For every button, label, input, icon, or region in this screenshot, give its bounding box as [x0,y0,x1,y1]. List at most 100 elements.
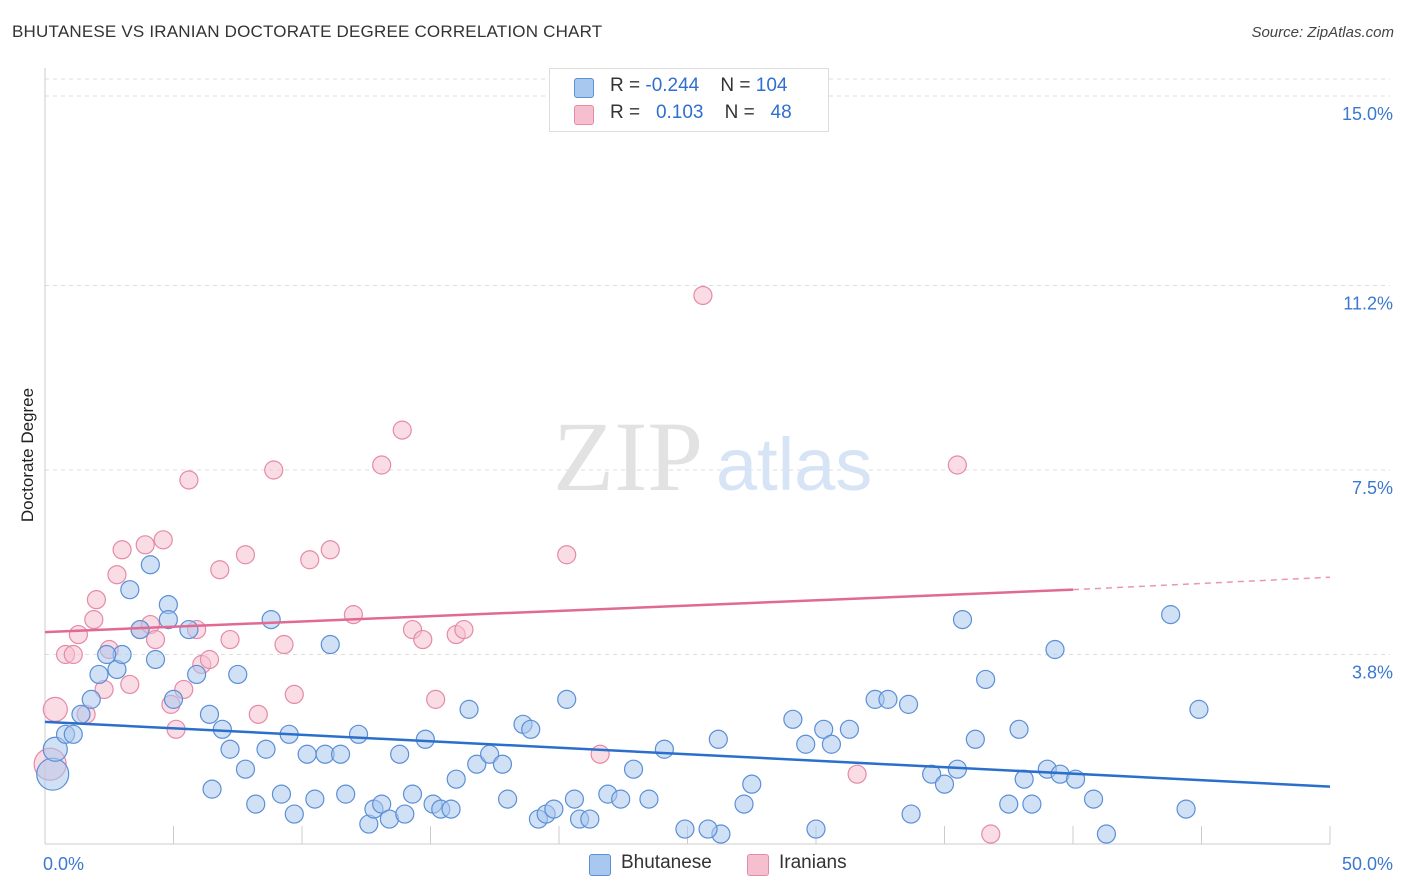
data-point [271,784,292,804]
r-value: 0.103 [655,102,704,123]
data-point [390,744,410,764]
data-point [112,540,132,560]
data-point [395,804,415,824]
data-point [135,535,155,555]
data-point [1161,605,1181,625]
n-value: 48 [770,102,792,123]
x-tick-label: 50.0% [1342,854,1393,874]
iranians-trend-line [44,588,1074,634]
data-point [1009,719,1029,739]
iranians-trend-extension [1072,576,1331,591]
y-tick-label: 15.0% [1342,104,1393,124]
data-point [68,624,89,645]
data-point [878,689,898,709]
data-point [492,754,513,774]
data-point [847,764,867,784]
data-point [210,560,230,580]
bhutanese-legend-swatch [589,854,611,876]
data-point [300,550,320,570]
data-point [1022,794,1042,814]
data-point [199,704,220,724]
data-point [81,689,101,709]
data-point [454,619,474,640]
data-point [372,455,392,475]
n-value: 104 [755,75,788,96]
trend-lines [44,576,1331,788]
bhutanese-trend-line [44,720,1331,788]
data-point [965,729,985,749]
data-point [158,609,178,630]
data-point [611,789,631,809]
iranians-legend-swatch [747,854,769,876]
data-point [86,590,107,610]
data-point [248,704,268,724]
data-point [521,719,541,739]
data-point [392,420,412,440]
data-point [284,684,304,705]
data-point [256,739,276,759]
data-point [305,789,325,809]
data-point [426,689,446,709]
data-point [330,744,351,764]
data-point [235,759,256,779]
data-point [976,669,996,690]
data-point [320,634,340,655]
data-point [372,794,392,814]
data-point [564,789,585,809]
data-point [348,724,369,744]
data-point [999,794,1019,814]
data-point [814,719,834,739]
data-point [1096,824,1117,844]
r-value: -0.244 [645,75,700,96]
data-point [557,689,577,709]
data-point [320,540,340,560]
data-point [199,649,220,670]
data-point [343,605,363,625]
data-point [839,719,860,739]
data-point [63,644,83,665]
y-tick-label: 11.2% [1343,293,1393,313]
correlation-legend: R = -0.244 N = 104 R = 0.103 N = 48 [549,68,829,132]
data-point [901,804,921,824]
data-point [202,779,222,799]
data-point [796,734,816,754]
data-point [153,530,173,550]
data-point [1014,769,1034,789]
data-point [821,734,842,754]
iranians-legend-label: Iranians [779,852,847,873]
data-point [783,709,803,729]
data-point [1045,639,1065,660]
data-point [220,629,240,650]
watermark: ZIP atlas [553,401,872,512]
data-point [698,819,718,839]
data-point [544,799,564,819]
data-point [675,819,695,839]
data-point [654,739,674,759]
y-tick-label: 7.5% [1352,478,1393,498]
y-tick-label: 3.8% [1352,663,1393,683]
bhutanese-legend-label: Bhutanese [621,852,712,873]
data-point [228,664,248,685]
data-point [179,470,199,490]
legend-text-bhutanese: R = -0.244 N = 104 [610,75,787,97]
data-point [590,744,610,764]
data-point [261,609,281,630]
data-point [922,764,942,784]
data-point [580,809,600,829]
data-point [145,649,166,670]
chart-source: Source: ZipAtlas.com [1251,24,1394,41]
data-point [441,799,461,819]
data-point [220,739,240,759]
data-point [297,744,317,764]
bhutanese-points [36,555,1209,844]
data-point [274,634,294,655]
data-point [413,629,433,650]
data-point [639,789,659,809]
data-point [235,545,256,565]
data-point [63,724,83,744]
data-point [498,789,518,809]
data-point [336,784,356,804]
data-point [145,629,166,650]
n-label: N = [724,102,760,123]
